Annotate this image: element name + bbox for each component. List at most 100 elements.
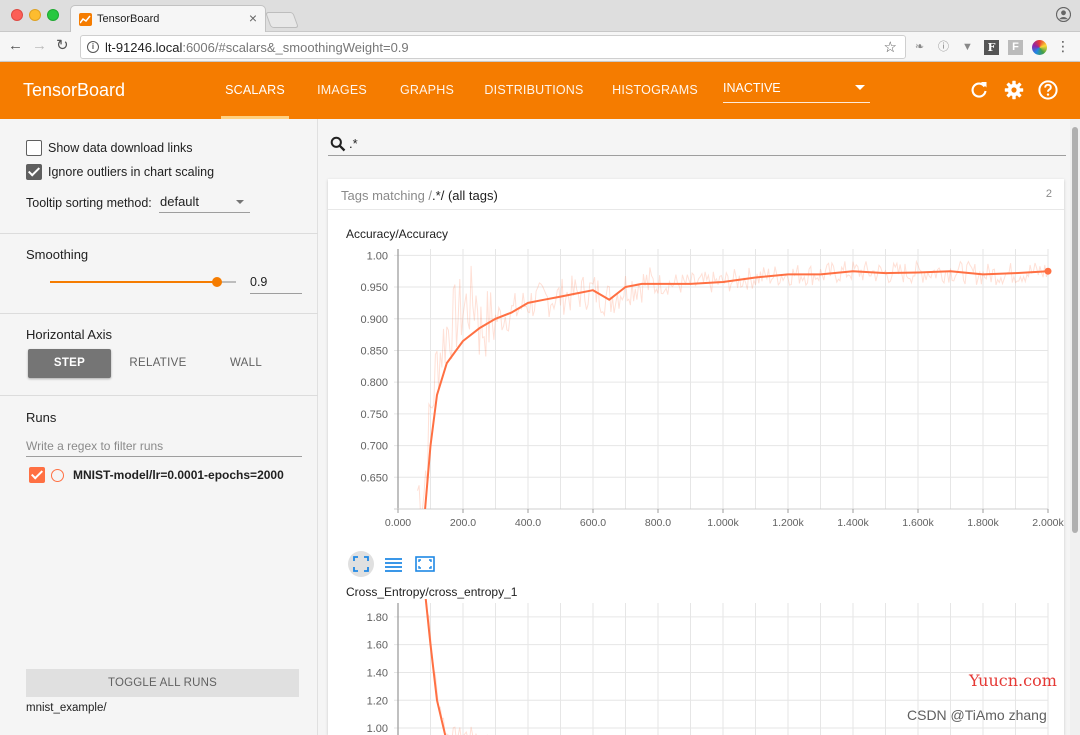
- select-zoom-button[interactable]: [412, 551, 438, 577]
- reload-icon[interactable]: ↻: [56, 37, 69, 54]
- axis-relative-button[interactable]: RELATIVE: [129, 357, 187, 369]
- show-download-links-label: Show data download links: [48, 141, 193, 155]
- tag-count: 2: [1045, 188, 1052, 200]
- runs-heading: Runs: [26, 410, 57, 425]
- tooltip-sorting-value: default: [160, 194, 200, 209]
- x-tick-label: 600.0: [580, 517, 606, 529]
- refresh-icon[interactable]: [968, 79, 990, 101]
- main-scrollbar[interactable]: [1070, 119, 1080, 735]
- dropdown-arrow-icon: [236, 200, 244, 204]
- search-underline: [328, 155, 1066, 156]
- tab-histograms[interactable]: HISTOGRAMS: [612, 83, 698, 97]
- accuracy-chart[interactable]: 1.00 0.950 0.900 0.850 0.800 0.750 0.700 0.650 0…: [328, 239, 1064, 555]
- tooltip-sorting-dropdown[interactable]: default: [159, 192, 250, 213]
- ignore-outliers-label: Ignore outliers in chart scaling: [48, 165, 215, 179]
- browser-menu-icon[interactable]: ⋮: [1056, 38, 1070, 54]
- new-tab-button[interactable]: [265, 12, 299, 28]
- divider: [0, 313, 318, 314]
- tab-graphs[interactable]: GRAPHS: [400, 83, 454, 97]
- address-bar[interactable]: i lt-91246.local:6006/#scalars&_smoothin…: [80, 35, 906, 59]
- site-info-icon[interactable]: i: [87, 41, 99, 53]
- search-icon: [330, 136, 346, 152]
- profile-icon[interactable]: [1056, 7, 1071, 22]
- extension-leaf-icon[interactable]: ❧: [914, 40, 925, 53]
- tag-search-input[interactable]: .*: [349, 136, 358, 151]
- run-color-radio-icon[interactable]: [51, 468, 64, 482]
- checkbox-checked-icon[interactable]: [26, 164, 42, 180]
- x-tick-label: 0.000: [385, 517, 411, 529]
- close-window-button[interactable]: [11, 9, 23, 21]
- scrollbar-thumb[interactable]: [1072, 127, 1078, 533]
- tab-images[interactable]: IMAGES: [317, 83, 367, 97]
- smoothed-series-line: [424, 599, 447, 735]
- settings-gear-icon[interactable]: [1003, 79, 1025, 101]
- extension-info-icon[interactable]: ⓘ: [938, 40, 949, 53]
- extension-f-grey-icon[interactable]: F: [1008, 39, 1023, 55]
- extension-color-wheel-icon[interactable]: [1032, 39, 1047, 55]
- smoothing-slider-fill: [50, 281, 218, 283]
- raw-series-line: [417, 259, 1048, 509]
- inactive-dashboards-dropdown[interactable]: INACTIVE: [723, 81, 870, 103]
- inactive-dropdown-label: INACTIVE: [723, 81, 781, 95]
- ignore-outliers-checkbox[interactable]: Ignore outliers in chart scaling: [26, 163, 214, 181]
- forward-arrow-icon[interactable]: →: [32, 37, 47, 54]
- chart-toolbar: [348, 551, 438, 577]
- x-tick-label: 800.0: [645, 517, 671, 529]
- checkbox-unchecked-icon[interactable]: [26, 140, 42, 156]
- help-icon[interactable]: [1037, 79, 1059, 101]
- y-tick-label: 1.60: [367, 640, 388, 652]
- tab-scalars[interactable]: SCALARS: [221, 62, 289, 119]
- run-item[interactable]: MNIST-model/lr=0.0001-epochs=2000: [29, 466, 284, 484]
- sidebar: Show data download links Ignore outliers…: [0, 119, 318, 735]
- back-arrow-icon[interactable]: ←: [8, 37, 23, 54]
- cross-entropy-chart[interactable]: 1.80 1.60 1.40 1.20 1.00: [328, 595, 1064, 735]
- zoom-box-icon: [415, 556, 435, 572]
- chart-title-cross-entropy: Cross_Entropy/cross_entropy_1: [346, 585, 518, 599]
- tab-close-icon[interactable]: ×: [248, 10, 257, 26]
- y-tick-label: 0.750: [360, 409, 388, 421]
- last-value-point: [1044, 267, 1052, 275]
- main-panel: .* Tags matching /.*/ (all tags) 2 Accur…: [318, 119, 1080, 735]
- y-tick-label: 1.80: [367, 612, 388, 624]
- bookmark-star-icon[interactable]: ☆: [883, 39, 897, 56]
- watermark-csdn: CSDN @TiAmo zhang: [907, 707, 1047, 723]
- series-group: [424, 599, 488, 735]
- smoothed-series-line: [424, 270, 1048, 509]
- tooltip-sorting-label: Tooltip sorting method:: [26, 196, 152, 210]
- smoothing-value-input[interactable]: 0.9: [250, 274, 302, 294]
- smoothing-heading: Smoothing: [26, 247, 89, 262]
- toggle-log-scale-button[interactable]: [380, 551, 406, 577]
- y-tick-label: 0.950: [360, 282, 388, 294]
- y-tick-label: 0.900: [360, 314, 388, 326]
- tab-distributions[interactable]: DISTRIBUTIONS: [484, 83, 584, 97]
- fullscreen-icon: [353, 556, 369, 572]
- tag-group-card: Tags matching /.*/ (all tags) 2 Accuracy…: [328, 179, 1064, 735]
- run-checkbox-checked-icon[interactable]: [29, 467, 45, 483]
- extension-v-icon[interactable]: ▼: [962, 40, 973, 53]
- x-tick-label: 400.0: [515, 517, 541, 529]
- y-tick-label: 1.00: [367, 250, 388, 262]
- maximize-window-button[interactable]: [47, 9, 59, 21]
- runs-filter-input[interactable]: Write a regex to filter runs: [26, 436, 302, 457]
- smoothing-slider-knob[interactable]: [212, 277, 223, 287]
- y-tick-label: 0.850: [360, 345, 388, 357]
- y-tick-label: 0.650: [360, 472, 388, 484]
- run-label: MNIST-model/lr=0.0001-epochs=2000: [73, 468, 284, 482]
- chart-options-section: Show data download links Ignore outliers…: [0, 119, 318, 234]
- axis-wall-button[interactable]: WALL: [229, 357, 263, 369]
- logdir-label: mnist_example/: [26, 702, 107, 714]
- show-download-links-checkbox[interactable]: Show data download links: [26, 139, 193, 157]
- extension-f-icon[interactable]: F: [984, 39, 999, 55]
- y-tick-label: 1.40: [367, 667, 388, 679]
- url-text[interactable]: lt-91246.local:6006/#scalars&_smoothingW…: [105, 40, 409, 55]
- toggle-all-runs-button[interactable]: TOGGLE ALL RUNS: [26, 669, 299, 697]
- axis-step-button[interactable]: STEP: [28, 349, 111, 378]
- browser-tab[interactable]: TensorBoard ×: [70, 5, 266, 32]
- x-tick-label: 1.600k: [902, 517, 934, 529]
- smoothing-slider[interactable]: [50, 277, 236, 287]
- x-tick-label: 1.400k: [837, 517, 869, 529]
- minimize-window-button[interactable]: [29, 9, 41, 21]
- fit-domain-button[interactable]: [348, 551, 374, 577]
- extension-icons: ❧ ⓘ ▼ F F: [912, 39, 1047, 55]
- tag-group-header[interactable]: Tags matching /.*/ (all tags) 2: [328, 179, 1064, 210]
